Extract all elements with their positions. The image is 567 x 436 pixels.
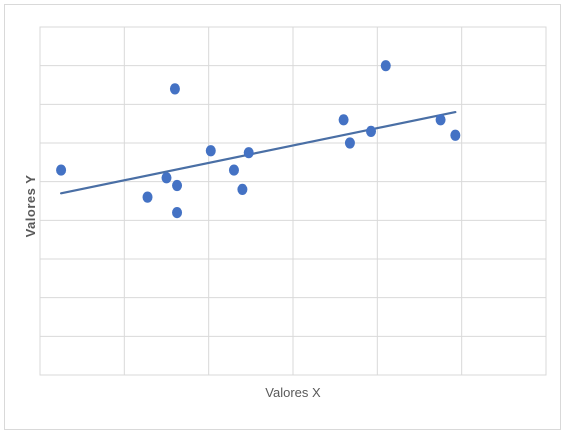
- x-axis-label: Valores X: [265, 385, 321, 400]
- data-point: [228, 164, 239, 176]
- data-point: [243, 147, 254, 159]
- trendline-layer: [59, 110, 457, 195]
- data-point: [344, 137, 355, 149]
- data-point: [172, 207, 183, 219]
- data-point: [435, 114, 446, 126]
- y-axis-label: Valores Y: [23, 175, 38, 238]
- data-point: [366, 125, 377, 137]
- data-point: [450, 129, 461, 141]
- grid: [39, 26, 547, 376]
- data-point: [205, 145, 216, 157]
- data-point: [237, 183, 248, 195]
- data-point: [338, 114, 349, 126]
- data-point: [142, 191, 153, 203]
- chart-frame: [4, 4, 561, 430]
- point-layer: [56, 60, 461, 219]
- data-point: [161, 172, 172, 184]
- data-point: [169, 83, 180, 95]
- trendline: [59, 110, 457, 195]
- data-point: [172, 179, 183, 192]
- data-point: [380, 60, 391, 72]
- data-point: [56, 164, 67, 176]
